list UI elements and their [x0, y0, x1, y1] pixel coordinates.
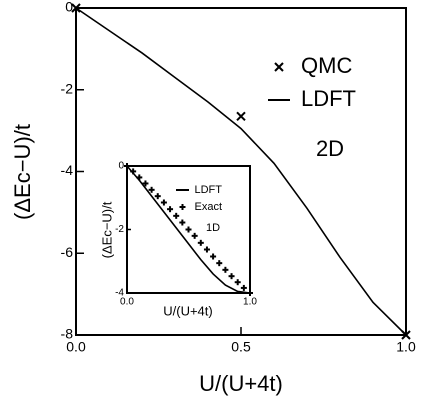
marker: [130, 168, 137, 175]
marker-stroke: [274, 62, 284, 72]
y-tick-label: -2: [61, 80, 74, 96]
marker-stroke: [236, 111, 246, 122]
annotation: 1D: [206, 222, 220, 234]
series-line: [126, 165, 251, 294]
marker: [236, 111, 246, 122]
marker: [234, 279, 241, 286]
marker: [247, 290, 253, 296]
y-axis-label: (ΔEc−U)/t: [10, 124, 35, 220]
x-tick-label: 0.5: [231, 338, 251, 354]
marker: [228, 273, 235, 280]
y-tick-label: -8: [61, 326, 74, 342]
x-axis-label: U/(U+4t): [199, 371, 283, 396]
marker: [124, 163, 130, 169]
chart: 0.0 1.0 0 -2 -4 U/(U+4t) (ΔEc−U)/t 1D LDFT Exact: [99, 161, 257, 319]
marker: [191, 232, 198, 239]
marker: [240, 284, 247, 291]
y-tick-label: 0: [65, 0, 73, 15]
marker: [210, 253, 217, 260]
marker: [167, 206, 174, 213]
marker: [274, 62, 284, 72]
x-tick-label: 0.0: [66, 338, 86, 354]
legend-label: LDFT: [195, 184, 223, 196]
annotation: 2D: [316, 136, 344, 161]
legend-label: LDFT: [301, 86, 356, 111]
y-tick-label: -2: [115, 224, 124, 235]
x-tick-label: 1.0: [243, 297, 257, 308]
marker: [142, 180, 149, 187]
y-tick-label: -6: [61, 244, 74, 260]
x-axis-label: U/(U+4t): [163, 303, 212, 318]
y-axis-label: (ΔEc−U)/t: [99, 201, 114, 258]
marker: [222, 266, 229, 273]
marker: [160, 199, 167, 206]
legend-label: Exact: [195, 201, 223, 213]
marker: [185, 226, 192, 233]
marker: [154, 193, 161, 200]
x-tick-label: 0.0: [120, 297, 134, 308]
x-tick-label: 1.0: [396, 338, 416, 354]
marker: [148, 186, 155, 193]
marker: [179, 204, 186, 210]
legend-label: QMC: [301, 53, 352, 78]
marker: [179, 219, 186, 226]
series-line: [75, 7, 407, 336]
y-tick-label: -4: [61, 162, 74, 178]
y-tick-label: 0: [118, 161, 124, 172]
y-tick-label: -4: [115, 288, 124, 299]
marker: [173, 212, 180, 219]
marker: [216, 260, 223, 267]
marker: [136, 174, 143, 181]
marker: [197, 239, 204, 246]
marker: [203, 246, 210, 253]
